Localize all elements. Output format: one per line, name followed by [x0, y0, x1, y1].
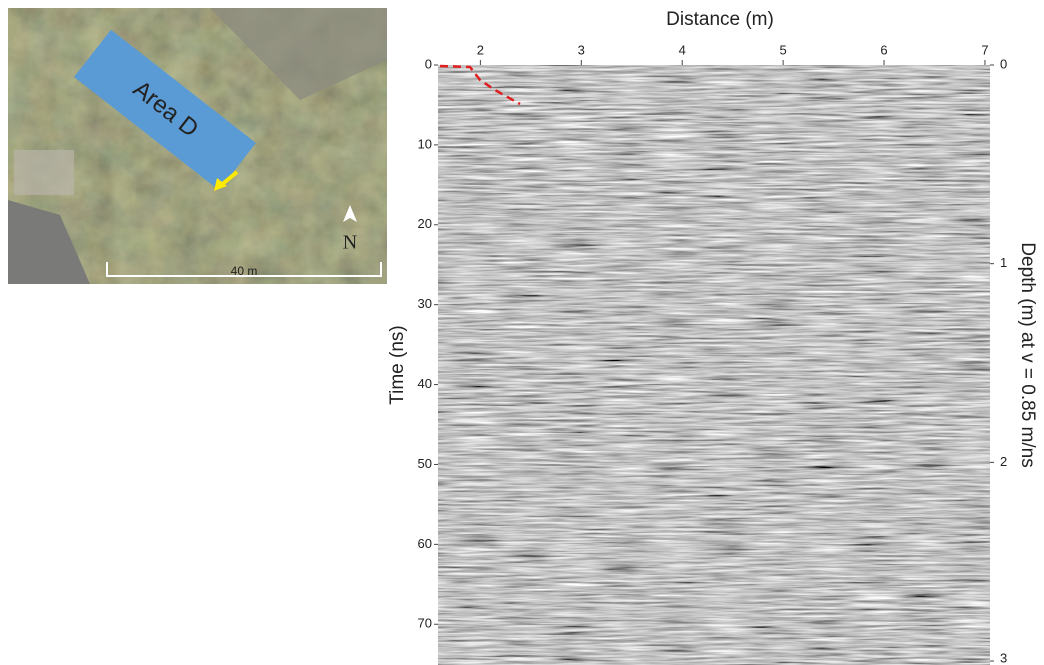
- x-tick-label: 5: [780, 42, 787, 57]
- y-tick-label: 10: [418, 136, 432, 151]
- y2-tick-label: 1: [1000, 255, 1007, 270]
- x-tick-label: 6: [880, 42, 887, 57]
- y-tick-label: 50: [418, 456, 432, 471]
- figure: Area D N 40 m Distance (m) Time (ns) Dep…: [0, 0, 1044, 665]
- map-inset: Area D N 40 m: [8, 8, 387, 284]
- y2-tick-label: 2: [1000, 454, 1007, 469]
- y-tick-label: 40: [418, 376, 432, 391]
- y-tick-label: 30: [418, 296, 432, 311]
- y-tick-label: 60: [418, 536, 432, 551]
- y-axis-title: Time (ns): [387, 325, 408, 405]
- y2-axis-title: Depth (m) at v = 0.85 m/ns: [1017, 242, 1038, 467]
- radargram: [438, 65, 990, 665]
- y2-tick-label: 3: [1000, 650, 1007, 665]
- x-tick-label: 2: [477, 42, 484, 57]
- y-tick-label: 20: [418, 216, 432, 231]
- y-tick-label: 0: [425, 56, 432, 71]
- x-tick-label: 3: [578, 42, 585, 57]
- x-tick-label: 7: [981, 42, 988, 57]
- y-tick-label: 70: [418, 616, 432, 631]
- x-axis-title: Distance (m): [666, 9, 774, 30]
- y2-tick-label: 0: [1000, 56, 1007, 71]
- x-tick-label: 4: [679, 42, 686, 57]
- north-label: N: [343, 232, 357, 254]
- scale-label: 40 m: [231, 264, 258, 278]
